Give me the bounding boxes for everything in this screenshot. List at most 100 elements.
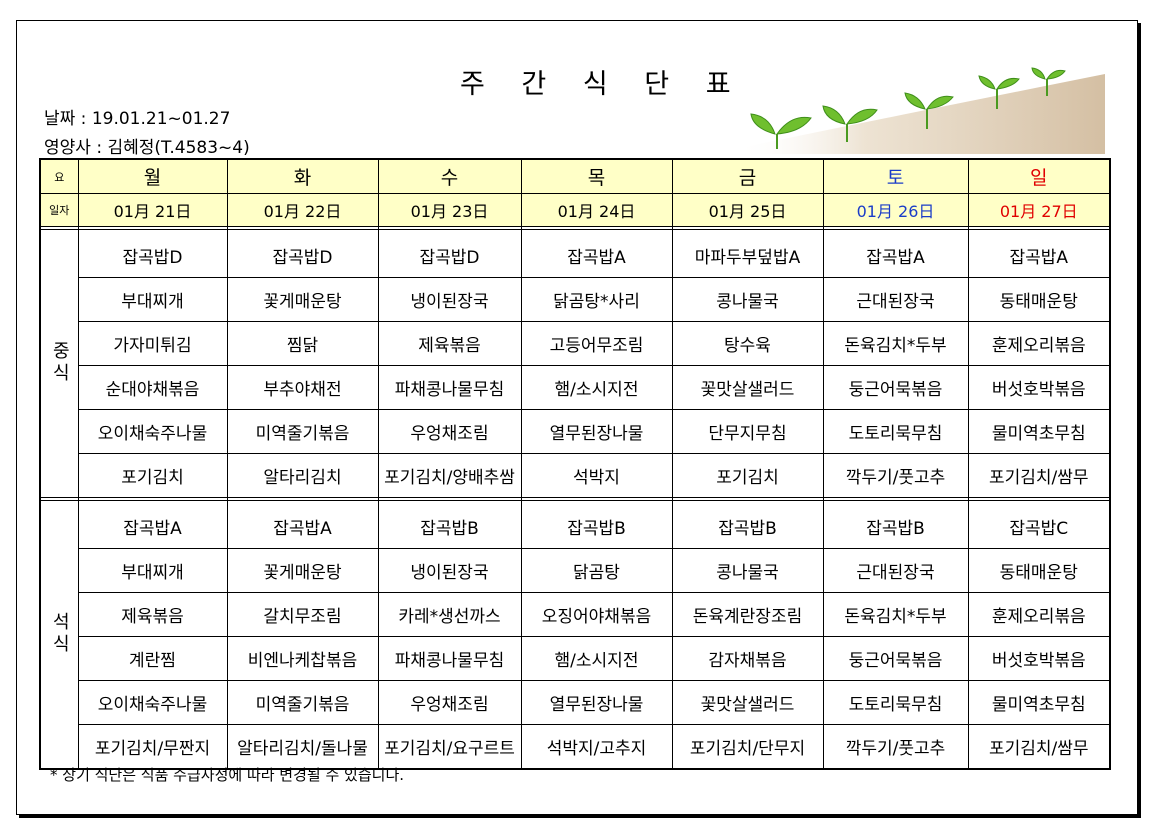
menu-item: 도토리묵무침: [822, 680, 969, 725]
menu-item: 닭곰탕: [520, 548, 673, 593]
menu-item: 햄/소시지전: [520, 636, 673, 681]
sprout-illustration: [735, 67, 1105, 154]
lunch-label-text: 중식: [49, 341, 71, 385]
weekly-menu-table: 요 월 화 수 목 금 토 일 일자 01月 21日 01月 22日 01月 2…: [39, 158, 1111, 770]
menu-item: 고등어무조림: [520, 321, 673, 366]
menu-item: 냉이된장국: [377, 548, 522, 593]
menu-item: 잡곡밥A: [967, 229, 1111, 278]
menu-item: 근대된장국: [822, 277, 969, 322]
menu-item: 순대야채볶음: [77, 365, 228, 410]
menu-item: 열무된장나물: [520, 680, 673, 725]
menu-item: 오이채숙주나물: [77, 409, 228, 454]
lunch-label: 중식: [39, 229, 79, 498]
menu-item: 잡곡밥A: [520, 229, 673, 278]
day-sat: 토: [822, 158, 969, 194]
menu-item: 포기김치/양배추쌈: [377, 453, 522, 498]
date-wed: 01月 23日: [377, 193, 522, 227]
day-thu: 목: [520, 158, 673, 194]
menu-item: 돈육김치*두부: [822, 321, 969, 366]
menu-item: 제육볶음: [377, 321, 522, 366]
menu-item: 잡곡밥C: [967, 500, 1111, 549]
menu-item: 동태매운탕: [967, 548, 1111, 593]
menu-item: 탕수육: [671, 321, 824, 366]
menu-item: 꽃맛살샐러드: [671, 680, 824, 725]
menu-item: 콩나물국: [671, 548, 824, 593]
menu-item: 마파두부덮밥A: [671, 229, 824, 278]
day-mon: 월: [77, 158, 228, 194]
menu-item: 둥근어묵볶음: [822, 636, 969, 681]
date-sat: 01月 26日: [822, 193, 969, 227]
menu-item: 우엉채조림: [377, 409, 522, 454]
day-fri: 금: [671, 158, 824, 194]
menu-item: 도토리묵무침: [822, 409, 969, 454]
menu-item: 동태매운탕: [967, 277, 1111, 322]
menu-item: 단무지무침: [671, 409, 824, 454]
menu-item: 포기김치/쌈무: [967, 453, 1111, 498]
menu-item: 깍두기/풋고추: [822, 453, 969, 498]
menu-item: 잡곡밥B: [377, 500, 522, 549]
menu-item: 알타리김치/돌나물: [226, 724, 379, 770]
menu-item: 석박지/고추지: [520, 724, 673, 770]
date-thu: 01月 24日: [520, 193, 673, 227]
dinner-label: 석식: [39, 500, 79, 770]
menu-item: 카레*생선까스: [377, 592, 522, 637]
menu-item: 비엔나케찹볶음: [226, 636, 379, 681]
day-sun: 일: [967, 158, 1111, 194]
dinner-label-text: 석식: [49, 612, 71, 656]
date-header-label: 일자: [39, 193, 79, 227]
menu-item: 잡곡밥A: [822, 229, 969, 278]
menu-item: 버섯호박볶음: [967, 365, 1111, 410]
menu-item: 콩나물국: [671, 277, 824, 322]
day-tue: 화: [226, 158, 379, 194]
menu-item: 잡곡밥D: [77, 229, 228, 278]
menu-item: 찜닭: [226, 321, 379, 366]
dietitian-info: 영양사 : 김혜정(T.4583~4): [44, 138, 250, 158]
menu-item: 미역줄기볶음: [226, 680, 379, 725]
menu-item: 제육볶음: [77, 592, 228, 637]
menu-item: 돈육김치*두부: [822, 592, 969, 637]
menu-item: 감자채볶음: [671, 636, 824, 681]
menu-item: 돈육계란장조림: [671, 592, 824, 637]
menu-item: 파채콩나물무침: [377, 365, 522, 410]
day-header-label: 요: [39, 158, 79, 194]
menu-item: 잡곡밥D: [377, 229, 522, 278]
menu-item: 잡곡밥B: [520, 500, 673, 549]
menu-item: 포기김치/단무지: [671, 724, 824, 770]
menu-item: 꽃게매운탕: [226, 277, 379, 322]
menu-item: 포기김치/요구르트: [377, 724, 522, 770]
menu-item: 포기김치/쌈무: [967, 724, 1111, 770]
date-fri: 01月 25日: [671, 193, 824, 227]
menu-item: 부대찌개: [77, 277, 228, 322]
menu-item: 냉이된장국: [377, 277, 522, 322]
menu-item: 계란찜: [77, 636, 228, 681]
menu-item: 꽃게매운탕: [226, 548, 379, 593]
menu-item: 석박지: [520, 453, 673, 498]
date-sun: 01月 27日: [967, 193, 1111, 227]
menu-item: 파채콩나물무침: [377, 636, 522, 681]
menu-item: 꽃맛살샐러드: [671, 365, 824, 410]
menu-item: 포기김치/무짠지: [77, 724, 228, 770]
menu-item: 오징어야채볶음: [520, 592, 673, 637]
menu-item: 깍두기/풋고추: [822, 724, 969, 770]
menu-item: 부대찌개: [77, 548, 228, 593]
menu-item: 갈치무조림: [226, 592, 379, 637]
menu-item: 우엉채조림: [377, 680, 522, 725]
menu-item: 잡곡밥A: [226, 500, 379, 549]
menu-item: 포기김치: [671, 453, 824, 498]
menu-item: 잡곡밥A: [77, 500, 228, 549]
menu-item: 미역줄기볶음: [226, 409, 379, 454]
menu-item: 열무된장나물: [520, 409, 673, 454]
page-title: 주 간 식 단 표: [460, 69, 745, 100]
date-range: 날짜 : 19.01.21~01.27: [44, 109, 231, 129]
menu-item: 잡곡밥B: [822, 500, 969, 549]
menu-item: 훈제오리볶음: [967, 321, 1111, 366]
menu-item: 물미역초무침: [967, 680, 1111, 725]
menu-item: 훈제오리볶음: [967, 592, 1111, 637]
menu-item: 버섯호박볶음: [967, 636, 1111, 681]
menu-item: 부추야채전: [226, 365, 379, 410]
menu-item: 둥근어묵볶음: [822, 365, 969, 410]
menu-item: 잡곡밥D: [226, 229, 379, 278]
menu-item: 알타리김치: [226, 453, 379, 498]
footnote: * 상기 식단은 식품 수급사정에 따라 변경될 수 있습니다.: [50, 766, 405, 784]
menu-item: 오이채숙주나물: [77, 680, 228, 725]
